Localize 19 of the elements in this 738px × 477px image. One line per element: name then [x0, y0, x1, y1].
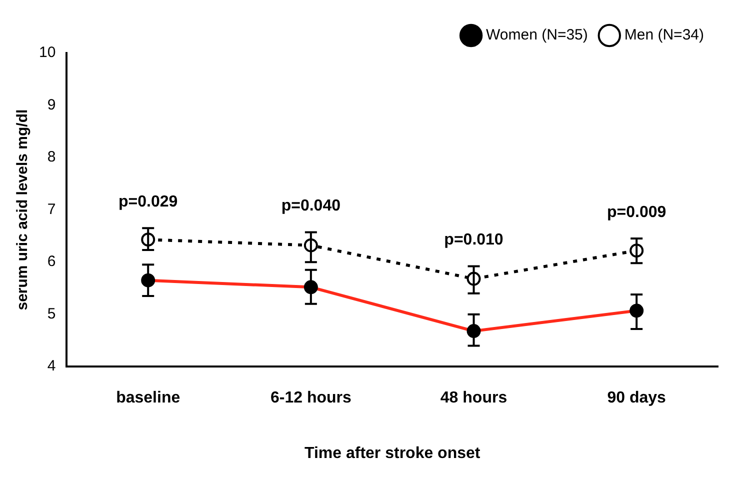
annotation: p=0.010 [444, 232, 504, 249]
y-tick-label: 5 [47, 305, 56, 322]
y-tick-label: 4 [47, 358, 56, 375]
legend-label: Women (N=35) [486, 26, 588, 44]
x-tick-label: 6-12 hours [270, 390, 352, 407]
legend-label: Men (N=34) [624, 26, 704, 44]
annotation: p=0.029 [118, 194, 178, 210]
x-tick-label: baseline [116, 390, 180, 407]
y-tick-label: 10 [38, 44, 56, 62]
x-axis-title: Time after stroke onset [304, 444, 481, 462]
x-tick-label: 48 hours [440, 390, 508, 407]
annotation: p=0.009 [607, 204, 666, 221]
y-tick-label: 8 [47, 148, 56, 166]
y-tick-label: 6 [47, 253, 56, 270]
y-axis-title: serum uric acid levels mg/dl [14, 109, 32, 310]
y-tick-label: 7 [47, 200, 56, 218]
annotation: p=0.040 [281, 198, 341, 215]
x-tick-label: 90 days [607, 390, 666, 407]
y-tick-label: 9 [47, 96, 56, 114]
